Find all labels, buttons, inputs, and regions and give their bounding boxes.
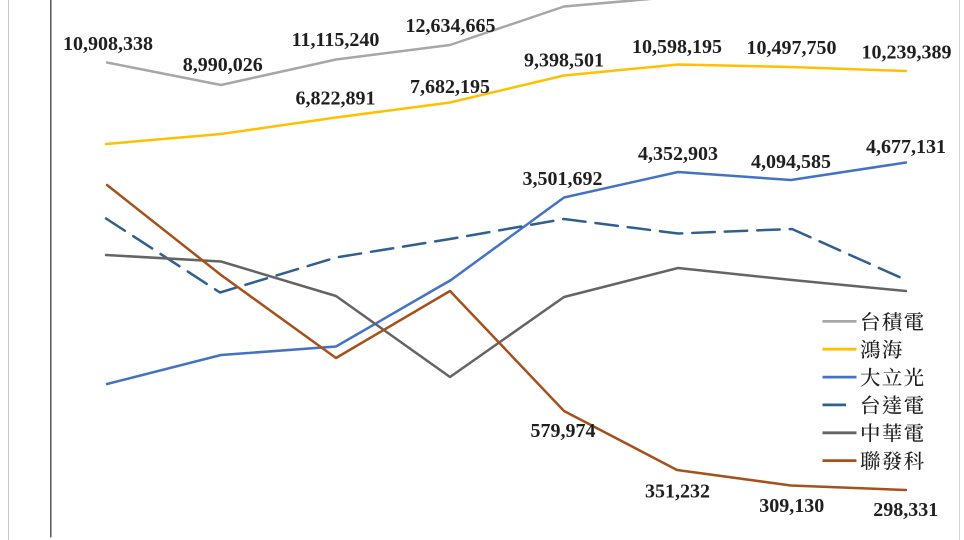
svg-text:10,598,195: 10,598,195: [632, 36, 722, 58]
svg-text:6,822,891: 6,822,891: [296, 88, 376, 110]
svg-text:11,115,240: 11,115,240: [292, 29, 380, 51]
svg-text:3,501,692: 3,501,692: [523, 168, 603, 190]
svg-text:10,497,750: 10,497,750: [747, 37, 837, 59]
svg-text:4,352,903: 4,352,903: [638, 143, 718, 165]
svg-text:7,682,195: 7,682,195: [410, 76, 490, 98]
svg-text:9,398,501: 9,398,501: [524, 50, 604, 72]
svg-text:10,239,389: 10,239,389: [862, 42, 952, 64]
svg-text:579,974: 579,974: [531, 420, 596, 442]
svg-text:4,094,585: 4,094,585: [751, 151, 831, 173]
svg-text:12,634,665: 12,634,665: [406, 15, 496, 37]
svg-text:351,232: 351,232: [645, 481, 710, 503]
svg-text:8,990,026: 8,990,026: [183, 54, 263, 76]
svg-text:309,130: 309,130: [759, 495, 824, 517]
svg-text:4,677,131: 4,677,131: [866, 136, 946, 158]
svg-text:298,331: 298,331: [873, 499, 938, 521]
svg-text:10,908,338: 10,908,338: [63, 33, 153, 55]
